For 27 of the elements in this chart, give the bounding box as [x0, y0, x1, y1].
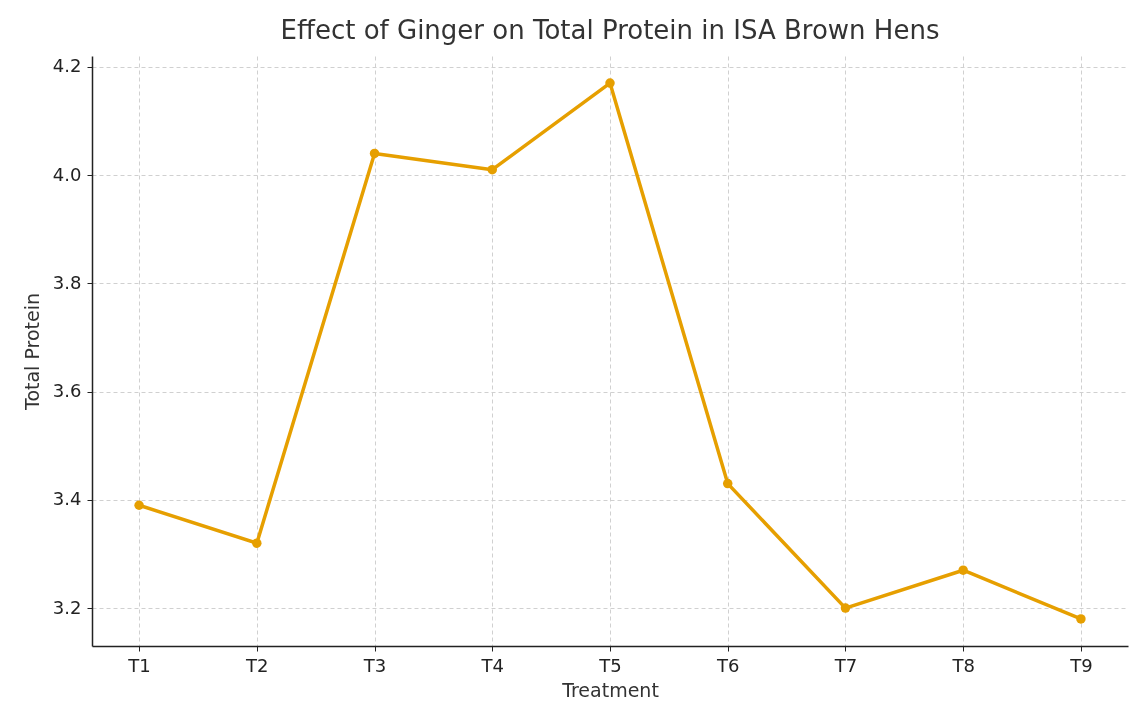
- y-tick-label: 3.6: [52, 380, 82, 402]
- y-axis-title: Total Protein: [20, 292, 43, 412]
- x-tick-label: T3: [362, 654, 387, 676]
- y-tick-label: 3.4: [52, 488, 82, 510]
- point: [252, 538, 262, 548]
- x-tick-label: T1: [127, 654, 151, 676]
- x-tick-label: T2: [245, 654, 269, 676]
- point: [722, 478, 733, 489]
- point: [605, 78, 615, 88]
- chart-title: Effect of Ginger on Total Protein in ISA Brown Hens: [280, 15, 940, 45]
- x-tick-label: T8: [951, 654, 975, 676]
- y-tick-label: 3.8: [52, 271, 82, 293]
- point: [958, 565, 968, 575]
- point: [840, 603, 851, 613]
- x-tick-label: T5: [598, 654, 622, 676]
- x-axis-title: Treatment: [561, 678, 659, 701]
- point: [487, 164, 498, 175]
- y-tick-label: 4.2: [52, 55, 82, 77]
- y-tick-label: 4.0: [52, 163, 82, 185]
- point: [1076, 614, 1086, 624]
- point: [134, 500, 144, 510]
- x-tick-label: T7: [833, 654, 858, 676]
- point: [369, 148, 380, 159]
- x-tick-label: T9: [1069, 654, 1093, 676]
- y-tick-label: 3.2: [52, 596, 82, 618]
- x-tick-label: T6: [716, 654, 740, 676]
- x-tick-label: T4: [480, 654, 504, 676]
